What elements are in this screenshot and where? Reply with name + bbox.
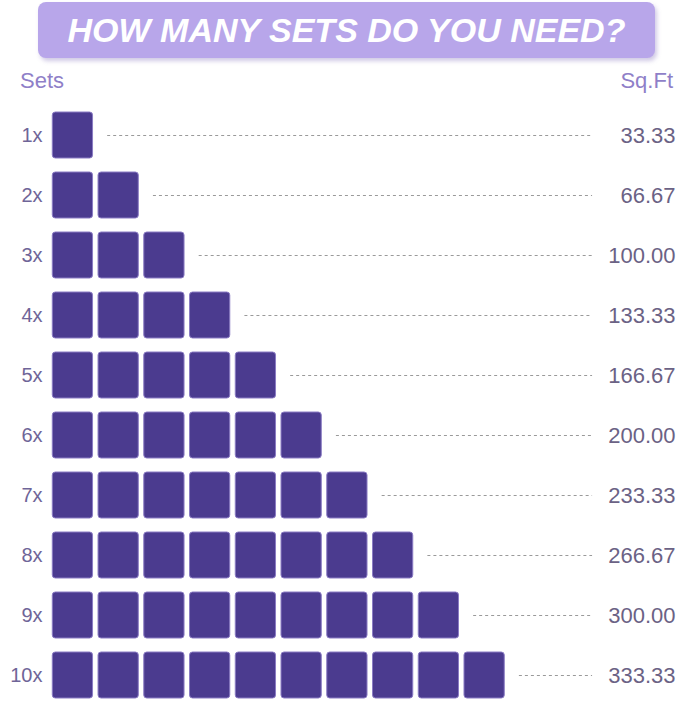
svg-text:66.67: 66.67 (620, 183, 675, 208)
svg-text:4x: 4x (21, 304, 42, 326)
svg-text:233.33: 233.33 (608, 483, 675, 508)
svg-text:5x: 5x (21, 364, 42, 386)
svg-text:9x: 9x (21, 604, 42, 626)
svg-text:6x: 6x (21, 424, 42, 446)
svg-text:10x: 10x (10, 664, 42, 686)
svg-text:33.33: 33.33 (620, 123, 675, 148)
svg-text:7x: 7x (21, 484, 42, 506)
svg-text:1x: 1x (21, 124, 42, 146)
html-text:HOW MANY SETS DO YOU NEED?: HOW MANY SETS DO YOU NEED? (67, 11, 626, 49)
svg-text:200.00: 200.00 (608, 423, 675, 448)
svg-text:333.33: 333.33 (608, 663, 675, 688)
html-text:Sq.Ft: Sq.Ft (620, 68, 673, 93)
svg-text:266.67: 266.67 (608, 543, 675, 568)
svg-text:100.00: 100.00 (608, 243, 675, 268)
svg-text:300.00: 300.00 (608, 603, 675, 628)
html-text:Sets: Sets (20, 68, 64, 93)
svg-text:133.33: 133.33 (608, 303, 675, 328)
svg-text:8x: 8x (21, 544, 42, 566)
svg-text:166.67: 166.67 (608, 363, 675, 388)
svg-text:3x: 3x (21, 244, 42, 266)
svg-text:2x: 2x (21, 184, 42, 206)
